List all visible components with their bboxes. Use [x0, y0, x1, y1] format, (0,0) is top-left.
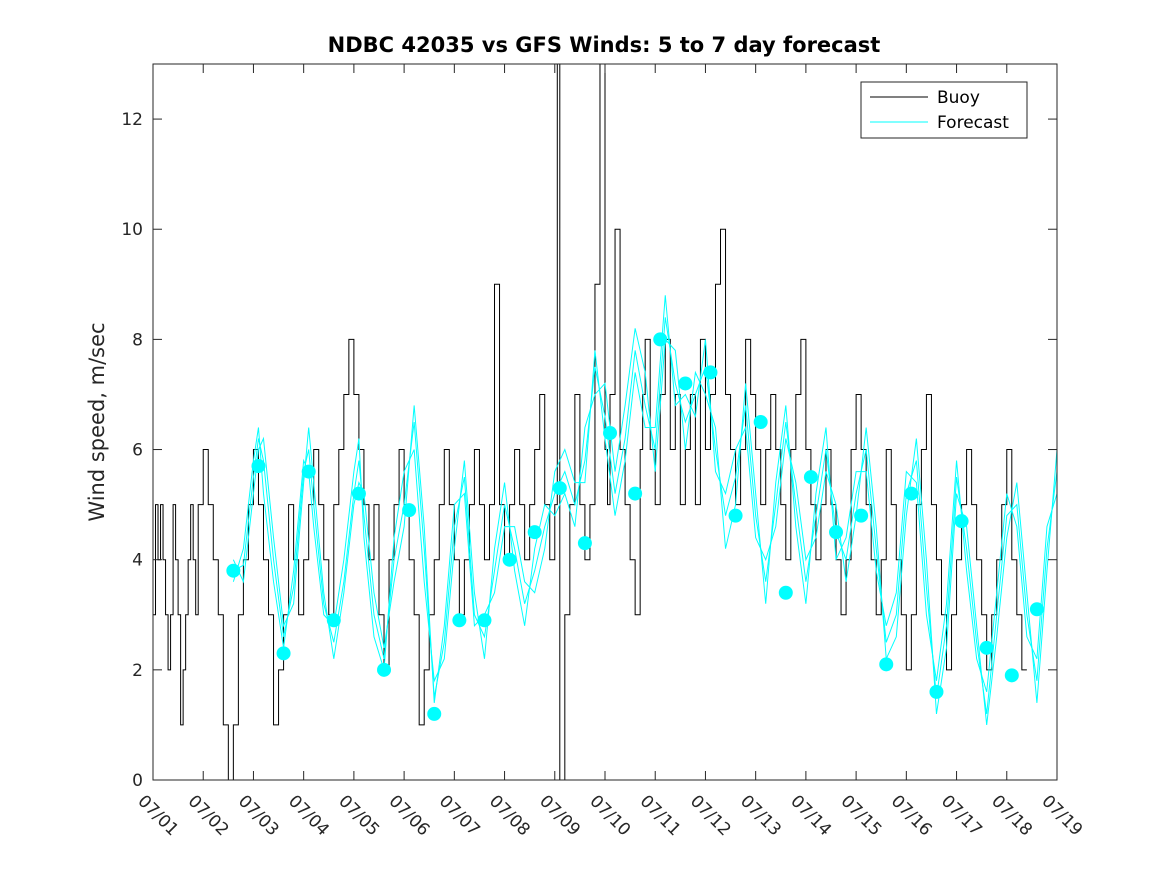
forecast-marker-point [377, 662, 392, 677]
forecast-marker-point [527, 525, 542, 540]
forecast-marker-point [879, 657, 894, 672]
forecast-marker-point [753, 415, 768, 429]
forecast-marker-point [778, 585, 793, 600]
y-tick-label: 2 [132, 661, 143, 681]
forecast-marker-point [728, 508, 743, 523]
y-tick-label: 12 [121, 110, 143, 130]
forecast-marker-point [653, 332, 668, 347]
forecast-marker-point [502, 552, 517, 567]
forecast-marker-point [954, 514, 969, 529]
forecast-marker-point [628, 486, 643, 501]
forecast-series-line-2 [232, 328, 1057, 693]
legend-box [860, 81, 1028, 139]
forecast-marker-point [402, 503, 417, 518]
forecast-marker-point [678, 376, 693, 391]
forecast-marker-point [904, 486, 919, 501]
forecast-series-line-3 [232, 295, 1057, 725]
forecast-marker-point [577, 536, 592, 551]
forecast-marker-point [452, 613, 467, 628]
buoy-series-line [153, 64, 1027, 780]
forecast-marker-point [552, 481, 567, 496]
chart-title: NDBC 42035 vs GFS Winds: 5 to 7 day fore… [328, 33, 881, 57]
y-axis-label: Wind speed, m/sec [85, 322, 109, 521]
legend-forecast-label: Forecast [937, 113, 1009, 133]
legend: Buoy Forecast [860, 81, 1028, 139]
y-tick-label: 6 [132, 441, 143, 461]
y-tick-label: 0 [132, 771, 143, 791]
forecast-marker-point [351, 486, 366, 501]
forecast-marker-point [477, 613, 492, 628]
y-tick-label: 8 [132, 330, 143, 350]
forecast-marker-point [276, 646, 291, 661]
legend-buoy-label: Buoy [937, 88, 980, 108]
forecast-marker-point [251, 459, 266, 474]
y-tick-label: 4 [132, 551, 143, 571]
forecast-marker-point [1004, 668, 1019, 683]
forecast-marker-point [226, 563, 241, 578]
forecast-marker-point [326, 613, 341, 628]
forecast-marker-point [1029, 602, 1044, 617]
forecast-marker-point [829, 525, 844, 540]
forecast-marker-point [427, 706, 442, 721]
forecast-marker-point [301, 464, 316, 479]
forecast-marker-point [854, 508, 869, 523]
forecast-marker-point [803, 470, 818, 485]
forecast-marker-point [979, 640, 994, 655]
forecast-marker-point [929, 684, 944, 699]
forecast-marker-point [703, 365, 718, 380]
forecast-marker-point [603, 426, 618, 441]
y-tick-label: 10 [121, 220, 143, 240]
